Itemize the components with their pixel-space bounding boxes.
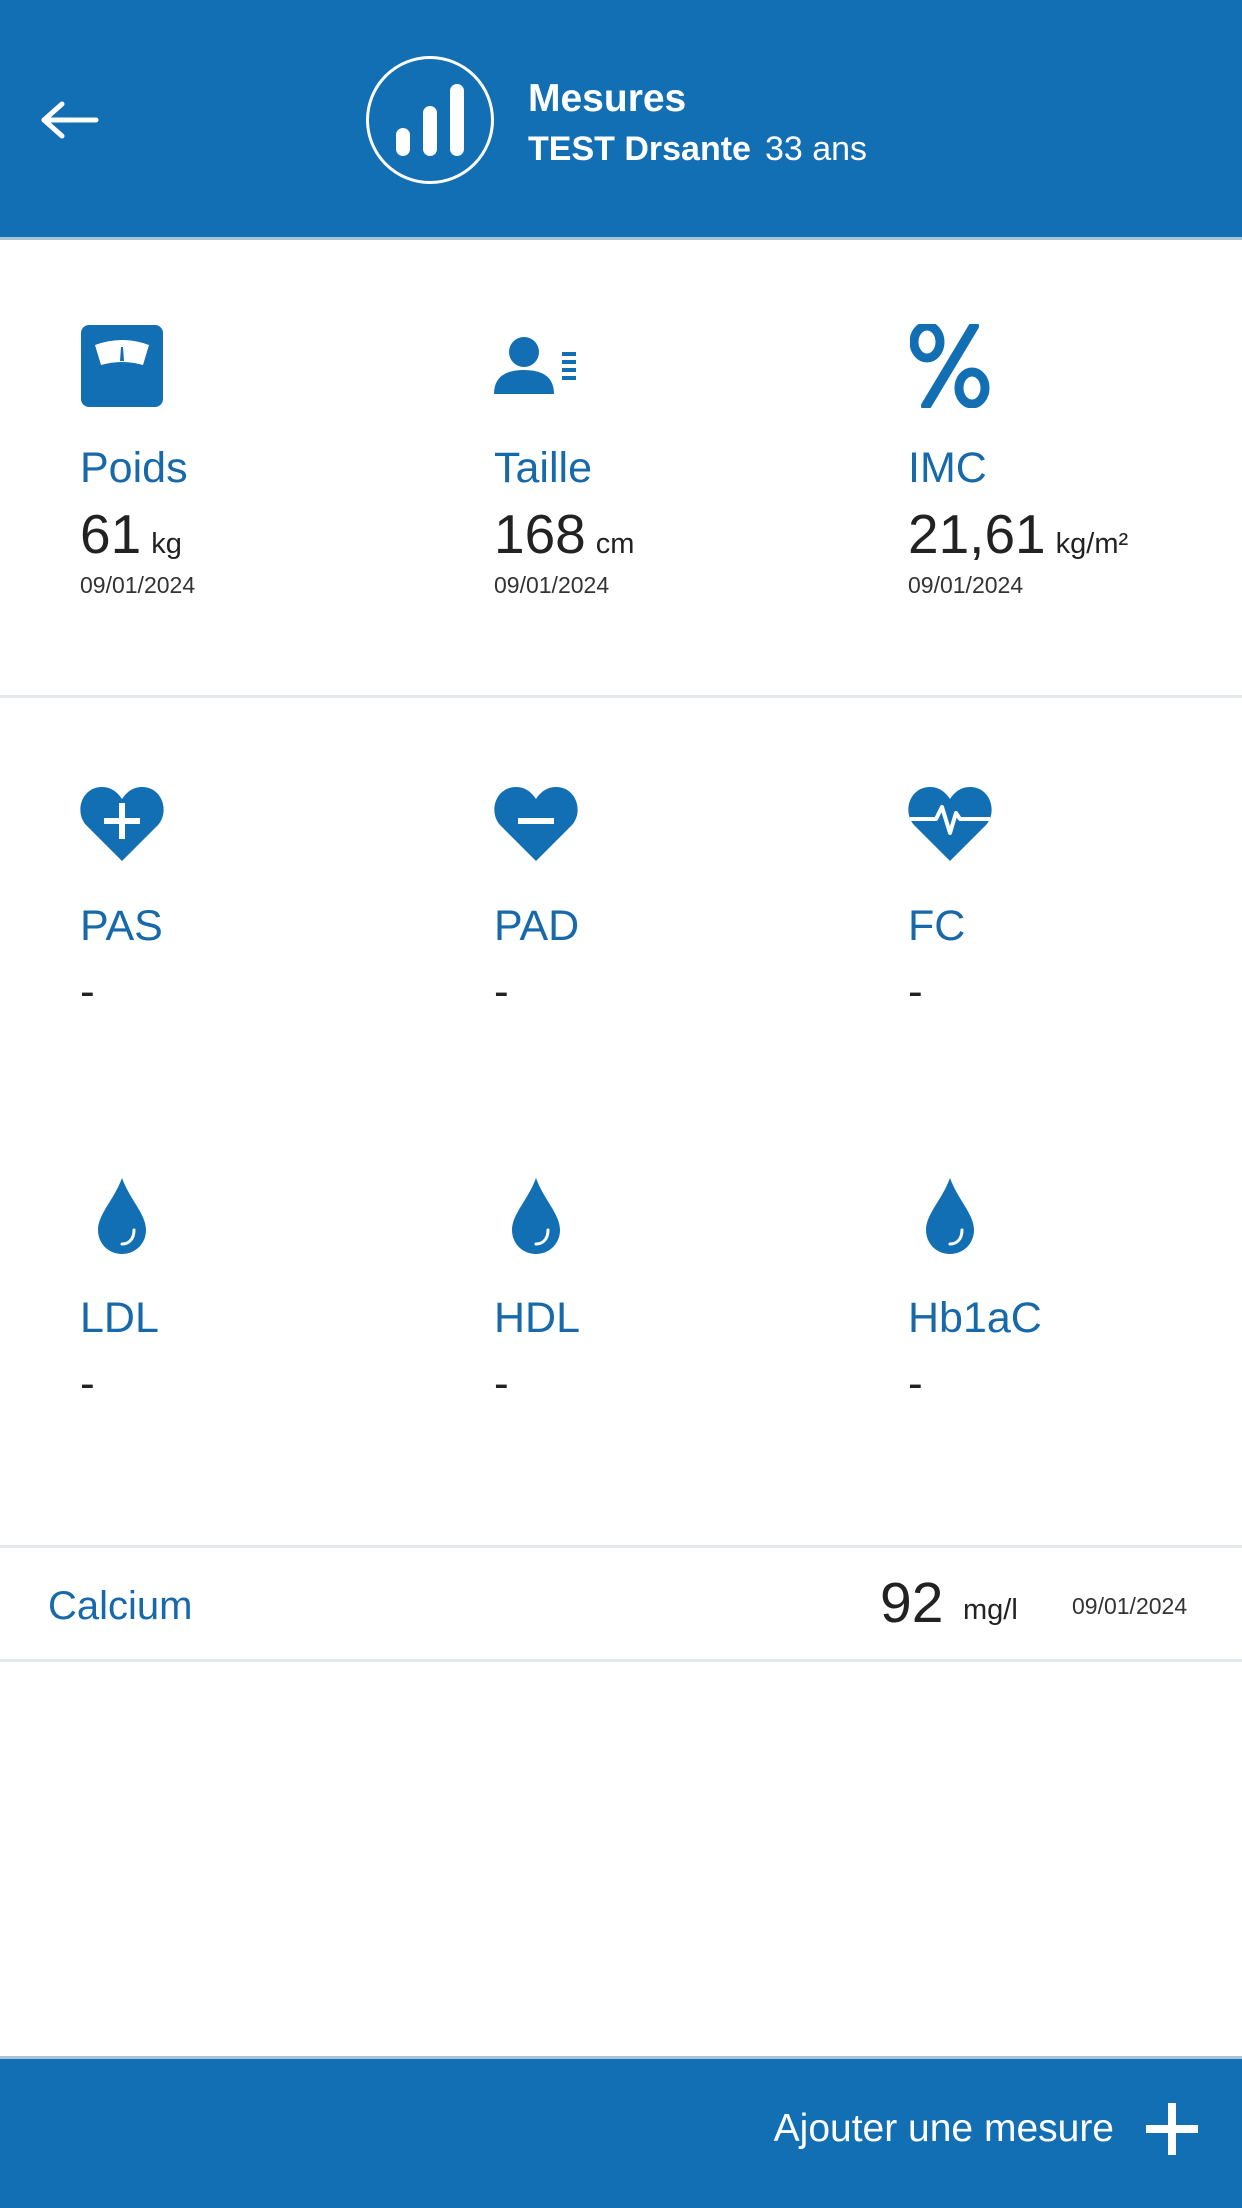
measure-value: - — [80, 967, 95, 1016]
measure-label: HDL — [494, 1294, 581, 1342]
measure-label: Hb1aC — [908, 1294, 1042, 1342]
measure-label: FC — [908, 902, 966, 950]
measure-date: 09/01/2024 — [1072, 1593, 1188, 1619]
anthropometry-section: Poids 61 kg 09/01/2024 Taille 168 cm 09/01… — [0, 240, 1242, 698]
measure-value-line: - — [80, 1352, 95, 1426]
measure-value: - — [80, 1359, 95, 1408]
measure-value-line: 61 kg — [80, 502, 182, 581]
measure-label: Taille — [494, 444, 592, 492]
arrow-left-icon — [41, 101, 99, 139]
measure-value: - — [494, 967, 509, 1016]
bar-chart-icon — [396, 84, 464, 156]
scale-icon — [80, 324, 164, 408]
measure-value: - — [908, 1359, 923, 1408]
measure-value-line: - — [908, 960, 923, 1034]
measure-unit: cm — [595, 528, 635, 560]
measure-label: Poids — [80, 444, 188, 492]
back-button[interactable] — [30, 80, 110, 160]
measure-unit: kg/m² — [1055, 528, 1129, 560]
measure-value: 61 — [80, 503, 142, 565]
measure-value: 92 — [880, 1571, 944, 1635]
heart-plus-icon — [80, 782, 164, 866]
measure-value: - — [908, 967, 923, 1016]
drop-icon — [80, 1174, 164, 1258]
measure-value-line: - — [494, 960, 509, 1034]
percent-icon — [908, 324, 992, 408]
measure-label: PAD — [494, 902, 580, 950]
measure-tile-fc[interactable]: FC - — [828, 782, 1208, 1122]
page-title: Mesures — [528, 77, 687, 120]
measure-label: IMC — [908, 444, 987, 492]
measure-value: 168 — [494, 503, 586, 565]
plus-icon — [1146, 2103, 1198, 2155]
measure-tile-pas[interactable]: PAS - — [0, 782, 380, 1122]
measure-value-line: - — [908, 1352, 923, 1426]
patient-info: TEST Drsante 33 ans — [528, 124, 867, 174]
measure-unit: kg — [151, 528, 182, 560]
measure-tile-hdl[interactable]: HDL - — [414, 1174, 794, 1514]
measure-value-line: - — [494, 1352, 509, 1426]
header-logo — [366, 56, 494, 184]
app-header: Mesures TEST Drsante 33 ans — [0, 0, 1242, 240]
add-measure-button[interactable]: Ajouter une mesure — [0, 2056, 1242, 2208]
measure-tile-poids[interactable]: Poids 61 kg 09/01/2024 — [0, 324, 380, 664]
measure-value-line: 21,61 kg/m² — [908, 502, 1128, 581]
vitals-section: PAS - PAD - FC - — [0, 698, 1242, 1548]
measure-tile-ldl[interactable]: LDL - — [0, 1174, 380, 1514]
measure-date: 09/01/2024 — [494, 572, 610, 598]
patient-age: 33 ans — [764, 130, 868, 168]
measure-tile-taille[interactable]: Taille 168 cm 09/01/2024 — [414, 324, 794, 664]
person-height-icon — [494, 324, 578, 408]
patient-name: TEST Drsante — [528, 130, 751, 168]
measure-label: LDL — [80, 1294, 159, 1342]
measure-date: 09/01/2024 — [908, 572, 1024, 598]
measure-tile-pad[interactable]: PAD - — [414, 782, 794, 1122]
measure-tile-hb1ac[interactable]: Hb1aC - — [828, 1174, 1208, 1514]
measure-label: Calcium — [48, 1584, 193, 1628]
measure-unit: mg/l — [963, 1594, 1018, 1626]
measure-value: - — [494, 1359, 509, 1408]
heart-minus-icon — [494, 782, 578, 866]
measure-row-calcium[interactable]: Calcium 92 mg/l 09/01/2024 — [0, 1548, 1242, 1662]
measure-value: 21,61 — [908, 503, 1046, 565]
measure-value-line: - — [80, 960, 95, 1034]
drop-icon — [908, 1174, 992, 1258]
heart-pulse-icon — [908, 782, 992, 866]
measure-date: 09/01/2024 — [80, 572, 196, 598]
add-measure-label: Ajouter une mesure — [773, 2107, 1114, 2150]
measure-value-line: 168 cm — [494, 502, 634, 581]
measure-label: PAS — [80, 902, 163, 950]
drop-icon — [494, 1174, 578, 1258]
measure-tile-imc[interactable]: IMC 21,61 kg/m² 09/01/2024 — [828, 324, 1208, 664]
